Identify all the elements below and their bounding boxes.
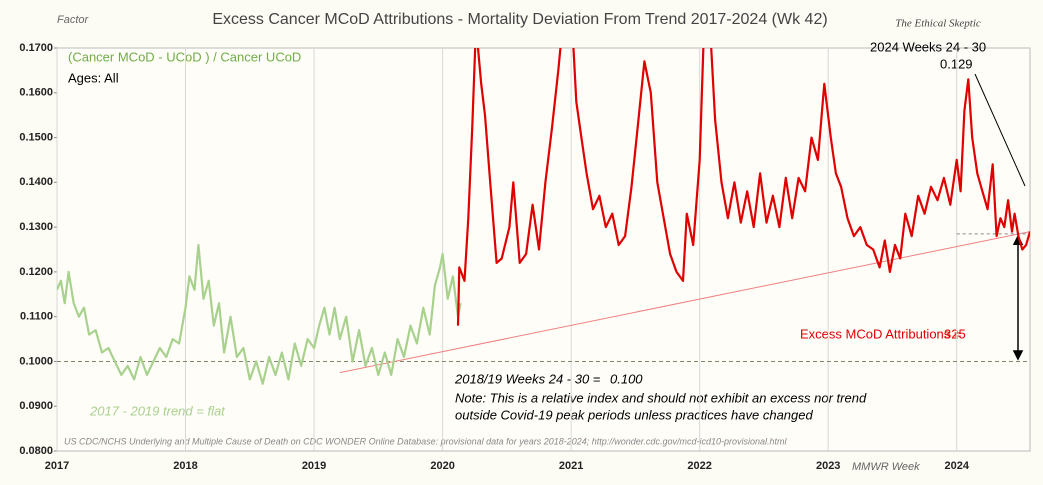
x-tick-label: 2021 (559, 460, 583, 472)
x-axis-label: MMWR Week (852, 461, 920, 473)
note: Note: This is a relative index and shoul… (455, 390, 867, 405)
y-tick-label: 0.1200 (19, 266, 53, 278)
chart-title: Excess Cancer MCoD Attributions - Mortal… (212, 11, 827, 28)
ages: Ages: All (68, 70, 119, 85)
y-tick-label: 0.1400 (19, 176, 53, 188)
recent-period: 2024 Weeks 24 - 30 (870, 39, 986, 54)
watermark: The Ethical Skeptic (895, 18, 981, 30)
y-tick-label: 0.1300 (19, 221, 53, 233)
trend-note: 2017 - 2019 trend = flat (89, 403, 226, 418)
x-tick-label: 2022 (687, 460, 711, 472)
x-tick-label: 2019 (302, 460, 326, 472)
x-tick-label: 2017 (45, 460, 69, 472)
y-tick-label: 0.0900 (19, 400, 53, 412)
y-tick-label: 0.1500 (19, 131, 53, 143)
y-tick-label: 0.1000 (19, 355, 53, 367)
x-tick-label: 2024 (944, 460, 969, 472)
callout-line (974, 73, 1026, 187)
formula: (Cancer MCoD - UCoD ) / Cancer UCoD (68, 49, 301, 64)
y-tick-label: 0.1100 (20, 311, 53, 323)
y-tick-label: 0.0800 (19, 445, 53, 457)
excess-value: 325 (944, 326, 966, 341)
x-tick-label: 2023 (816, 460, 840, 472)
plot-area (56, 47, 1031, 452)
x-tick-label: 2018 (173, 460, 197, 472)
excess-label: Excess MCoD Attributions = (800, 326, 961, 341)
source: US CDC/NCHS Underlying and Multiple Caus… (64, 436, 787, 446)
baseline-period: 2018/19 Weeks 24 - 30 = (454, 371, 601, 386)
series-line (57, 243, 462, 385)
note: outside Covid-19 peak periods unless pra… (455, 407, 813, 422)
trend-line (339, 231, 1031, 374)
y-tick-label: 0.1700 (19, 42, 53, 54)
y-tick-label: 0.1600 (19, 87, 53, 99)
series-line (456, 48, 1030, 326)
baseline-value: 0.100 (610, 371, 643, 386)
x-tick-label: 2020 (430, 460, 454, 472)
y-axis-label: Factor (57, 14, 90, 26)
